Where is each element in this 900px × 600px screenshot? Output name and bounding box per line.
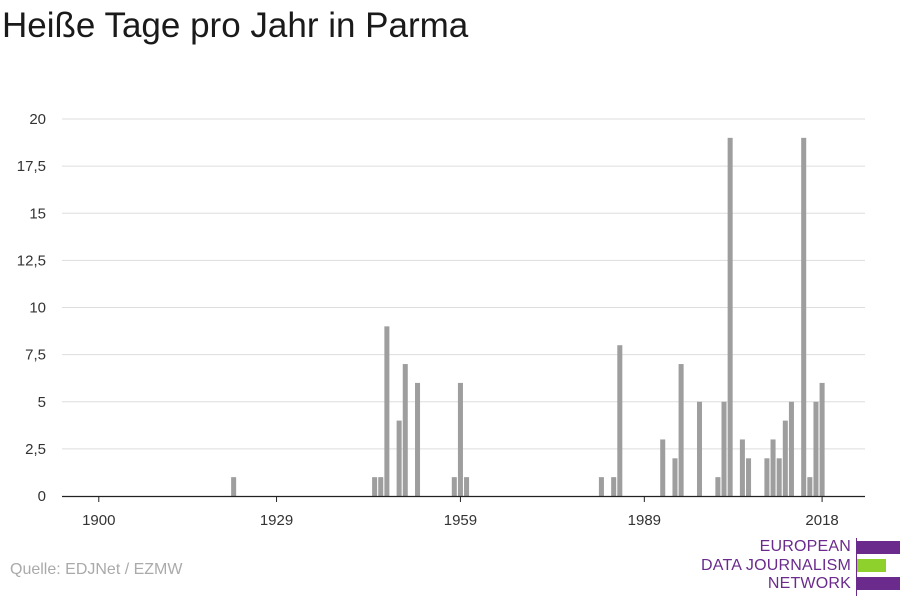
bar — [739, 439, 745, 496]
logo-line-data-journalism: DATA JOURNALISM — [701, 556, 851, 574]
bar — [378, 477, 384, 496]
bar — [696, 401, 703, 496]
bar — [372, 477, 378, 496]
bar — [384, 326, 390, 496]
source-note: Quelle: EDJNet / EZMW — [10, 561, 183, 578]
bar — [672, 458, 678, 496]
bar — [770, 439, 776, 496]
x-tick-labels: 1900 1929 1959 1989 2018 — [82, 512, 839, 529]
bar — [415, 382, 421, 496]
bar — [457, 382, 463, 496]
bars — [231, 137, 825, 496]
y-tick-labels: 0 2,5 5 7,5 10 12,5 15 17,5 20 — [17, 111, 46, 505]
bar — [813, 401, 819, 496]
logo-bar-purple-top — [857, 541, 900, 554]
gridlines — [62, 118, 865, 450]
bar — [801, 137, 807, 496]
bar — [396, 420, 402, 496]
bar — [788, 401, 794, 496]
bar — [807, 477, 813, 496]
bar — [776, 458, 782, 496]
y-tick-label: 5 — [38, 394, 46, 411]
bar — [464, 477, 470, 496]
bar — [678, 364, 684, 496]
x-tick-label: 1900 — [82, 512, 115, 529]
bar — [782, 420, 788, 496]
bar — [819, 382, 825, 496]
bar — [727, 137, 733, 496]
bar-chart: 0 2,5 5 7,5 10 12,5 15 17,5 20 1900 1929 1959 1989 2… — [17, 111, 865, 529]
y-tick-label: 7,5 — [25, 347, 46, 364]
bar — [715, 477, 721, 496]
bar — [764, 458, 770, 496]
y-tick-label: 20 — [29, 111, 46, 128]
bar — [598, 477, 604, 496]
bar — [746, 458, 752, 496]
logo-divider — [856, 538, 857, 596]
y-tick-label: 15 — [29, 205, 46, 222]
bar — [231, 477, 237, 496]
bar — [617, 345, 623, 496]
y-tick-label: 17,5 — [17, 158, 46, 175]
logo-line-european: EUROPEAN — [759, 538, 851, 555]
bar — [660, 439, 666, 496]
logo-bar-purple-bottom — [857, 577, 900, 590]
x-tick-label: 1959 — [444, 512, 477, 529]
x-axis — [62, 495, 865, 502]
y-tick-label: 10 — [29, 300, 46, 317]
bar — [611, 477, 617, 496]
y-tick-label: 0 — [38, 488, 46, 505]
logo-bar-green — [857, 559, 886, 572]
logo-line-network: NETWORK — [767, 575, 851, 592]
x-tick-label: 2018 — [805, 512, 838, 529]
y-tick-label: 2,5 — [25, 441, 46, 458]
bar — [451, 477, 457, 496]
x-tick-label: 1989 — [628, 512, 661, 529]
bar — [721, 401, 727, 496]
logo-text: EUROPEAN DATA JOURNALISM NETWORK — [701, 538, 851, 594]
y-tick-label: 12,5 — [17, 252, 46, 269]
bar — [402, 364, 408, 496]
x-tick-label: 1929 — [260, 512, 293, 529]
chart-title: Heiße Tage pro Jahr in Parma — [2, 6, 469, 45]
edjnet-logo: EUROPEAN DATA JOURNALISM NETWORK — [700, 538, 900, 596]
